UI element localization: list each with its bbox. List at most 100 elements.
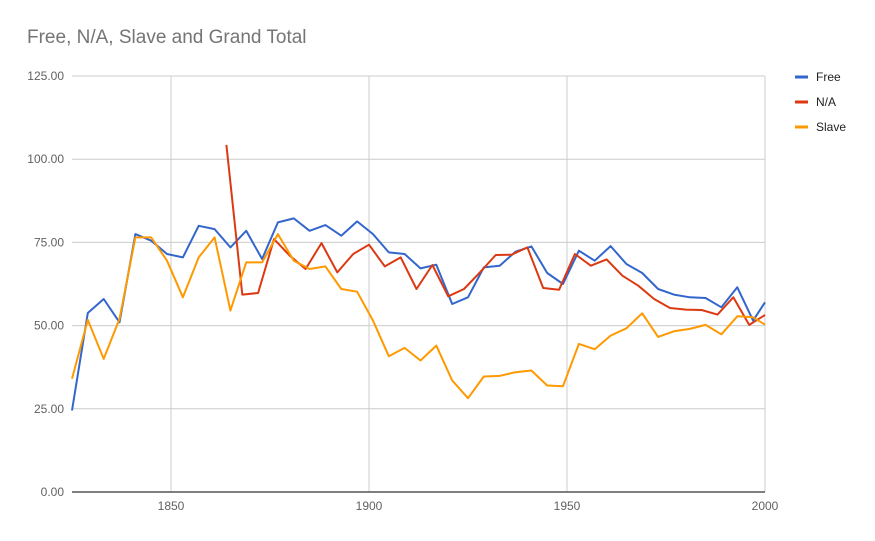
data-point-slave	[703, 323, 707, 327]
data-point-free	[763, 300, 767, 304]
data-point-free	[402, 252, 406, 256]
data-point-free	[434, 262, 438, 266]
y-tick-label: 25.00	[34, 402, 64, 416]
data-point-free	[212, 227, 216, 231]
data-point-n-a	[557, 287, 561, 291]
data-point-slave	[561, 384, 565, 388]
data-point-slave	[117, 317, 121, 321]
data-point-free	[672, 292, 676, 296]
data-point-slave	[165, 259, 169, 263]
legend-label-free: Free	[816, 70, 841, 84]
x-tick-label: 2000	[752, 499, 779, 513]
data-point-slave	[763, 322, 767, 326]
y-tick-label: 100.00	[27, 152, 64, 166]
data-point-free	[466, 295, 470, 299]
data-point-slave	[656, 335, 660, 339]
data-point-n-a	[224, 143, 228, 147]
data-point-slave	[640, 311, 644, 315]
y-tick-label: 75.00	[34, 235, 64, 249]
data-point-slave	[497, 374, 501, 378]
data-point-n-a	[319, 241, 323, 245]
data-point-free	[228, 245, 232, 249]
data-point-n-a	[525, 245, 529, 249]
data-point-slave	[181, 295, 185, 299]
series-line-free	[71, 217, 766, 411]
data-point-free	[735, 285, 739, 289]
data-point-slave	[307, 267, 311, 271]
data-point-n-a	[636, 283, 640, 287]
data-point-free	[450, 302, 454, 306]
data-point-slave	[355, 289, 359, 293]
data-point-n-a	[747, 323, 751, 327]
data-point-n-a	[494, 253, 498, 257]
data-point-free	[70, 408, 74, 412]
data-point-free	[529, 244, 533, 248]
chart-title: Free, N/A, Slave and Grand Total	[27, 27, 307, 48]
data-point-slave	[70, 377, 74, 381]
series-line-n-a	[225, 144, 766, 326]
data-point-free	[339, 234, 343, 238]
data-point-free	[197, 224, 201, 228]
data-point-slave	[228, 308, 232, 312]
data-point-n-a	[699, 308, 703, 312]
data-point-n-a	[652, 297, 656, 301]
series-line-slave	[71, 233, 766, 400]
data-point-free	[276, 220, 280, 224]
data-point-n-a	[731, 295, 735, 299]
data-point-free	[640, 271, 644, 275]
data-point-free	[387, 250, 391, 254]
x-tick-label: 1950	[554, 499, 581, 513]
data-point-slave	[529, 368, 533, 372]
data-point-free	[355, 219, 359, 223]
data-point-slave	[735, 314, 739, 318]
data-point-slave	[418, 358, 422, 362]
data-point-slave	[751, 315, 755, 319]
data-point-n-a	[573, 252, 577, 256]
data-point-slave	[402, 346, 406, 350]
data-point-n-a	[620, 273, 624, 277]
data-point-free	[593, 259, 597, 263]
data-point-free	[497, 263, 501, 267]
data-point-slave	[593, 347, 597, 351]
data-point-slave	[466, 396, 470, 400]
data-point-slave	[371, 318, 375, 322]
data-point-n-a	[383, 264, 387, 268]
x-tick-label: 1850	[158, 499, 185, 513]
data-point-free	[608, 244, 612, 248]
data-point-slave	[323, 264, 327, 268]
series-lines	[70, 143, 767, 412]
x-tick-label: 1900	[356, 499, 383, 513]
data-point-slave	[672, 329, 676, 333]
data-point-slave	[545, 383, 549, 387]
data-point-n-a	[430, 263, 434, 267]
data-point-slave	[212, 235, 216, 239]
data-point-free	[307, 229, 311, 233]
data-point-slave	[149, 235, 153, 239]
y-tick-label: 50.00	[34, 319, 64, 333]
data-point-slave	[608, 333, 612, 337]
data-point-slave	[719, 332, 723, 336]
data-point-n-a	[414, 287, 418, 291]
y-tick-label: 125.00	[27, 69, 64, 83]
data-point-slave	[244, 260, 248, 264]
data-point-slave	[133, 235, 137, 239]
data-point-slave	[688, 327, 692, 331]
data-point-free	[323, 223, 327, 227]
grid	[72, 75, 766, 492]
data-point-n-a	[240, 292, 244, 296]
data-point-free	[86, 311, 90, 315]
data-point-n-a	[256, 291, 260, 295]
data-point-slave	[101, 357, 105, 361]
data-point-n-a	[763, 313, 767, 317]
data-point-slave	[513, 370, 517, 374]
data-point-n-a	[541, 286, 545, 290]
data-point-slave	[197, 255, 201, 259]
data-point-free	[418, 266, 422, 270]
data-point-free	[101, 297, 105, 301]
data-point-free	[371, 232, 375, 236]
data-point-slave	[260, 260, 264, 264]
legend-label-slave: Slave	[816, 120, 846, 134]
data-point-n-a	[351, 252, 355, 256]
data-point-n-a	[398, 255, 402, 259]
